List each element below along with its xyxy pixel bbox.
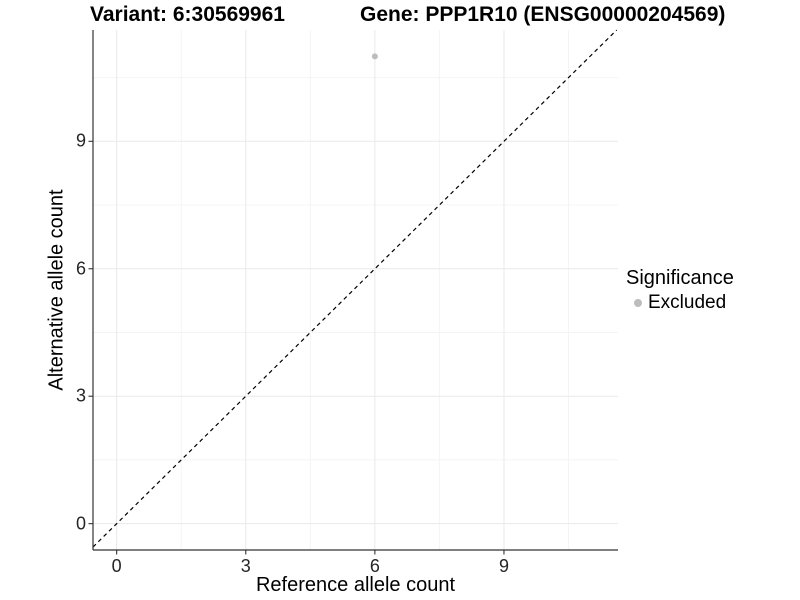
x-tick-label: 3 [240, 556, 251, 576]
x-tick-label: 6 [369, 556, 380, 576]
y-tick-label: 3 [75, 385, 86, 406]
legend: Significance Excluded [626, 266, 734, 314]
gene-title: Gene: PPP1R10 (ENSG00000204569) [360, 3, 726, 26]
data-point [371, 53, 378, 60]
y-axis-label: Alternative allele count [45, 189, 68, 391]
legend-item: Excluded [626, 292, 734, 314]
legend-title: Significance [626, 267, 734, 289]
y-tick-label: 0 [75, 513, 86, 534]
x-tick-label: 0 [111, 556, 122, 576]
x-tick-label: 9 [498, 556, 509, 576]
variant-title: Variant: 6:30569961 [90, 3, 285, 26]
y-tick-label: 6 [75, 258, 86, 279]
x-axis-label: Reference allele count [255, 574, 455, 596]
legend-item-label: Excluded [648, 292, 727, 313]
y-tick-label: 9 [75, 130, 86, 151]
identity-reference-line [92, 29, 618, 548]
legend-point-swatch-icon [634, 299, 642, 307]
legend-items: Excluded [626, 292, 734, 314]
